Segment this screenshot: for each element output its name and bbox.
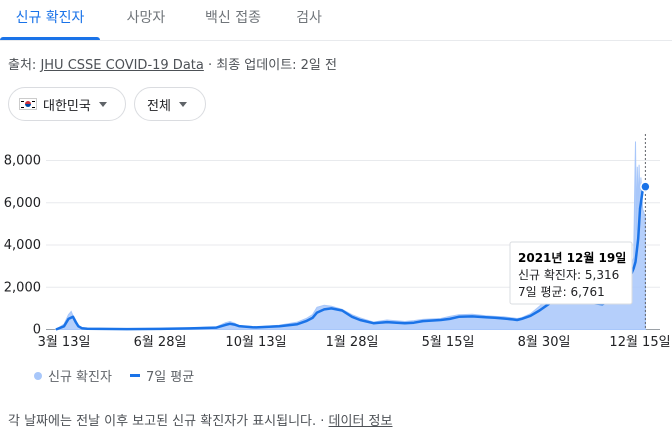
legend-cases: 신규 확진자 (48, 370, 112, 385)
cases-legend-swatch (34, 371, 42, 380)
x-tick-label: 12월 15일 (609, 335, 670, 350)
chevron-down-icon (98, 101, 107, 107)
source-link[interactable]: JHU CSSE COVID-19 Data (40, 58, 204, 73)
tooltip-cases: 신규 확진자: 5,316 (518, 268, 619, 282)
footer-separator: · (316, 414, 329, 429)
source-prefix: 출처: (8, 58, 41, 73)
chart-legend: 신규 확진자 7일 평균 (34, 366, 194, 385)
y-tick-label: 4,000 (4, 238, 41, 253)
footer-text: 각 날짜에는 전날 이후 보고된 신규 확진자가 표시됩니다. (8, 414, 317, 429)
y-tick-label: 8,000 (4, 154, 41, 169)
tab-deaths[interactable]: 사망자 (126, 10, 166, 26)
x-tick-label: 8월 30일 (518, 335, 571, 350)
x-tick-label: 1월 28일 (326, 335, 379, 350)
x-tick-label: 6월 28일 (134, 335, 187, 350)
tooltip-average: 7일 평균: 6,761 (518, 285, 605, 299)
x-axis-labels: 3월 13일 6월 28일 10월 13일 1월 28일 5월 15일 8월 30일 12월… (38, 335, 671, 350)
country-dropdown[interactable]: 대한민국 (8, 87, 126, 121)
chevron-down-icon (178, 101, 187, 107)
y-tick-label: 6,000 (4, 196, 41, 211)
korea-flag-icon (19, 98, 37, 110)
source-line: 출처: JHU CSSE COVID-19 Data · 최종 업데이트: 2일… (8, 54, 337, 73)
x-tick-label: 3월 13일 (38, 335, 91, 350)
tooltip-date: 2021년 12월 19일 (518, 250, 626, 265)
country-label: 대한민국 (43, 98, 91, 114)
x-tick-label: 5월 15일 (422, 335, 475, 350)
tab-vaccination[interactable]: 백신 접종 (205, 10, 261, 26)
tab-tests[interactable]: 검사 (296, 10, 322, 26)
y-tick-label: 0 (33, 323, 41, 338)
average-legend-swatch (129, 374, 140, 377)
tab-bar: 신규 확진자 사망자 백신 접종 검사 (0, 0, 672, 41)
scope-label: 전체 (147, 98, 171, 114)
data-info-link[interactable]: 데이터 정보 (328, 414, 393, 429)
footer-note: 각 날짜에는 전날 이후 보고된 신규 확진자가 표시됩니다. · 데이터 정보 (8, 410, 392, 429)
tab-new-cases[interactable]: 신규 확진자 (0, 0, 100, 40)
last-updated: · 최종 업데이트: 2일 전 (203, 58, 337, 73)
scope-dropdown[interactable]: 전체 (134, 87, 206, 121)
x-tick-label: 10월 13일 (225, 335, 286, 350)
y-axis-labels: 0 2,000 4,000 6,000 8,000 (4, 154, 41, 338)
legend-average: 7일 평균 (145, 370, 195, 385)
hover-point (640, 181, 651, 192)
cases-chart[interactable]: 0 2,000 4,000 6,000 8,000 3월 13일 6월 28일 10월 13… (0, 128, 672, 358)
y-tick-label: 2,000 (4, 280, 41, 295)
tooltip: 2021년 12월 19일 신규 확진자: 5,316 7일 평균: 6,761 (509, 241, 633, 305)
